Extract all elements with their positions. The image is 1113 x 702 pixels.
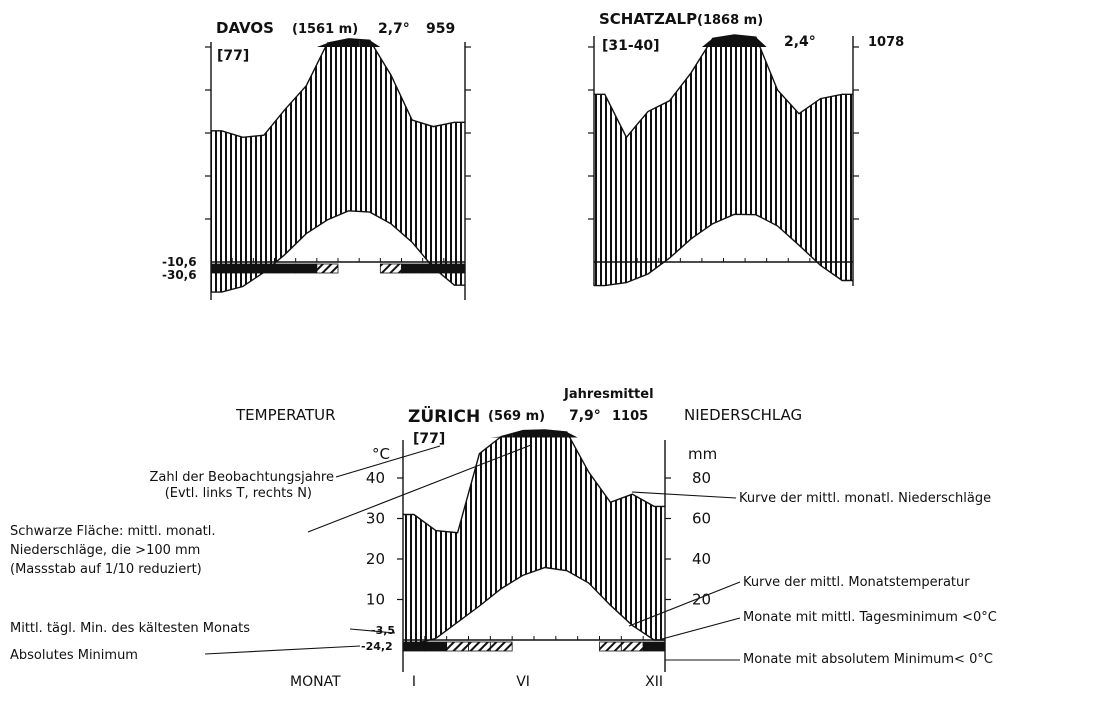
zurich-black-VI [512,430,534,438]
zurich-frost-abs-3 [446,641,469,652]
schatzalp-precip-curve [594,34,853,139]
zurich-humid-area [403,430,665,644]
davos-abs-min-label: -30,6 [162,268,197,282]
zurich-unit-right: mm [688,445,717,463]
schatzalp-elevation: (1868 m) [697,13,763,28]
anno-abs-min: Absolutes Minimum [10,648,138,663]
annotation-leader-6 [661,617,741,640]
schatzalp-humid-area [594,35,853,286]
annotation-leader-3 [204,645,361,655]
chart-davos: DAVOS (1561 m) 2,7° 959 [77] -10,6 -30,6 [162,19,455,282]
zurich-elevation: (569 m) [488,409,545,424]
anno-black-area-line3: (Massstab auf 1/10 reduziert) [10,562,202,577]
zurich-header-center: Jahresmittel [563,387,654,402]
davos-cold-min-label: -10,6 [162,255,197,269]
zurich-black-VII [534,430,556,438]
zurich-xtick-I: I [412,674,416,690]
annotation-leader-4 [631,491,737,499]
davos-frost-abs-9 [379,263,402,274]
zurich-header-right: NIEDERSCHLAG [684,406,802,424]
zurich-cold-min-label: -3,5 [371,624,395,637]
davos-frost-daily-12 [443,264,465,273]
davos-frost-daily-5 [295,264,317,273]
davos-station: DAVOS [216,19,274,37]
zurich-abs-min-label: -24,2 [361,640,393,653]
anno-black-area-line1: Schwarze Fläche: mittl. monatl. [10,524,216,539]
zurich-xtick-XII: XII [645,674,663,690]
davos-black-VII [338,38,360,47]
zurich-frost-abs-10 [599,641,622,652]
zurich-ytick-precip-80: 80 [692,469,711,487]
zurich-ytick-temp-40: 40 [366,469,385,487]
schatzalp-years: [31-40] [602,38,660,54]
davos-marks [205,38,471,300]
zurich-annual-precip: 1105 [612,409,648,424]
zurich-years: [77] [413,431,445,447]
davos-humid-area [211,38,465,293]
anno-daily-min: Mittl. tägl. Min. des kältesten Monats [10,621,250,636]
davos-years: [77] [217,48,249,64]
zurich-ytick-precip-60: 60 [692,510,711,528]
schatzalp-black-VI [701,36,724,47]
annotation-leader-2 [349,628,396,634]
zurich-ytick-temp-10: 10 [366,591,385,609]
davos-temp-curve [211,210,465,293]
annotation-leader-0 [335,445,441,478]
zurich-frost-abs-11 [620,641,644,652]
zurich-frost-daily-2 [424,642,447,651]
zurich-xlabel: MONAT [290,674,341,690]
zurich-ytick-precip-40: 40 [692,550,711,568]
davos-frost-daily-4 [274,264,296,273]
zurich-precip-curve [403,429,665,534]
zurich-black-V [490,433,513,438]
zurich-mean-temp: 7,9° [569,408,601,424]
zurich-marks [397,429,671,672]
annotation-leader-5 [628,581,741,627]
anno-frost-abs: Monate mit absolutem Minimum< 0°C [743,652,993,667]
zurich-ytick-temp-20: 20 [366,550,385,568]
annotation-leader-1 [307,444,532,533]
davos-frost-daily-3 [253,264,275,273]
davos-frost-daily-2 [232,264,254,273]
davos-frost-daily-1 [211,264,233,273]
zurich-xtick-VI: VI [516,674,530,690]
anno-years-line2: (Evtl. links T, rechts N) [165,486,312,501]
schatzalp-mean-temp: 2,4° [784,34,816,50]
zurich-header-left: TEMPERATUR [235,406,336,424]
davos-mean-temp: 2,7° [378,21,410,37]
zurich-frost-daily-1 [403,642,425,651]
schatzalp-black-VII [723,35,746,47]
chart-schatzalp: SCHATZALP (1868 m) [31-40] 2,4° 1078 [599,10,904,54]
zurich-frost-abs-5 [489,641,513,652]
davos-elevation: (1561 m) [292,22,358,37]
chart-zurich: Jahresmittel TEMPERATUR ZÜRICH (569 m) 7… [10,387,997,690]
zurich-temp-curve [403,566,665,645]
zurich-ytick-temp-30: 30 [366,510,385,528]
davos-frost-daily-11 [422,264,444,273]
anno-years-line1: Zahl der Beobachtungsjahre [149,470,334,485]
schatzalp-annual-precip: 1078 [868,35,904,50]
zurich-unit-left: °C [372,445,390,463]
schatzalp-station: SCHATZALP [599,10,697,28]
zurich-station: ZÜRICH [408,405,480,427]
zurich-frost-abs-4 [468,641,491,652]
anno-precip-curve: Kurve der mittl. monatl. Niederschläge [739,491,991,506]
zurich-frost-daily-12 [643,642,665,651]
anno-black-area-line2: Niederschläge, die >100 mm [10,543,200,558]
davos-black-VIII [359,39,381,47]
anno-temp-curve: Kurve der mittl. Monatstemperatur [743,575,970,590]
schatzalp-black-VIII [745,36,767,47]
zurich-black-VIII [555,431,578,438]
anno-frost-daily: Monate mit mittl. Tagesminimum <0°C [743,610,997,625]
davos-precip-curve [211,38,465,139]
davos-frost-daily-10 [401,264,423,273]
davos-annual-precip: 959 [426,21,455,37]
davos-frost-abs-6 [316,263,339,274]
schatzalp-marks [588,34,859,287]
